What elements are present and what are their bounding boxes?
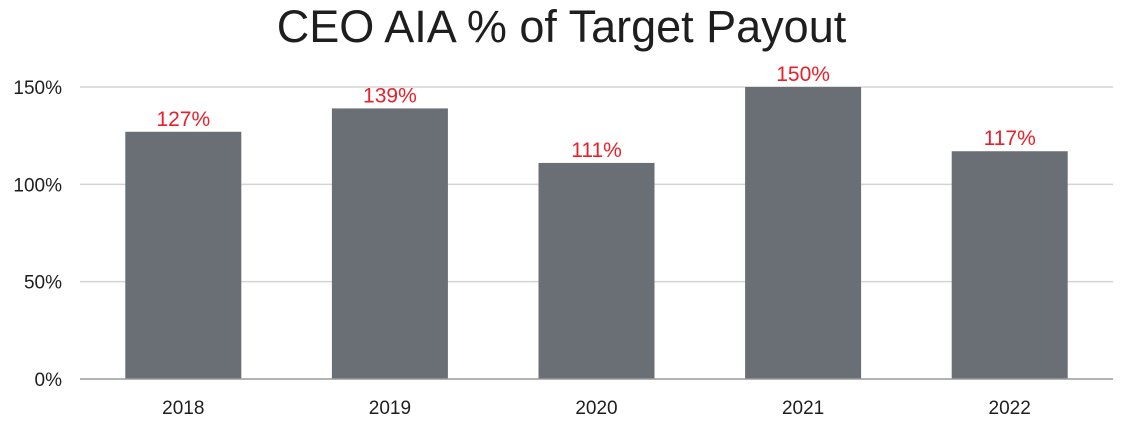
y-tick-label: 0%: [35, 370, 63, 391]
data-label: 111%: [571, 139, 622, 162]
bar-2018: [125, 131, 242, 379]
x-tick-label: 2018: [162, 398, 204, 419]
y-tick-label: 100%: [13, 175, 62, 196]
x-tick-label: 2021: [782, 398, 824, 419]
y-axis: 0% 50% 100% 150%: [13, 78, 62, 391]
bar-2022: [951, 151, 1068, 379]
data-label: 139%: [363, 84, 417, 107]
data-label: 117%: [984, 127, 1036, 150]
x-tick-label: 2020: [575, 398, 617, 419]
data-label: 127%: [156, 108, 210, 131]
bar-2020: [538, 162, 655, 379]
y-tick-label: 50%: [24, 273, 62, 294]
x-tick-label: 2019: [369, 398, 411, 419]
y-tick-label: 150%: [13, 78, 62, 99]
bar-2019: [331, 108, 448, 379]
bars: 127% 139% 111% 150% 117%: [125, 63, 1068, 379]
chart-title: CEO AIA % of Target Payout: [276, 1, 847, 52]
data-label: 150%: [776, 63, 830, 86]
x-axis: 2018 2019 2020 2021 2022: [80, 378, 1113, 419]
bar-2021: [745, 87, 862, 379]
x-tick-label: 2022: [989, 398, 1031, 419]
